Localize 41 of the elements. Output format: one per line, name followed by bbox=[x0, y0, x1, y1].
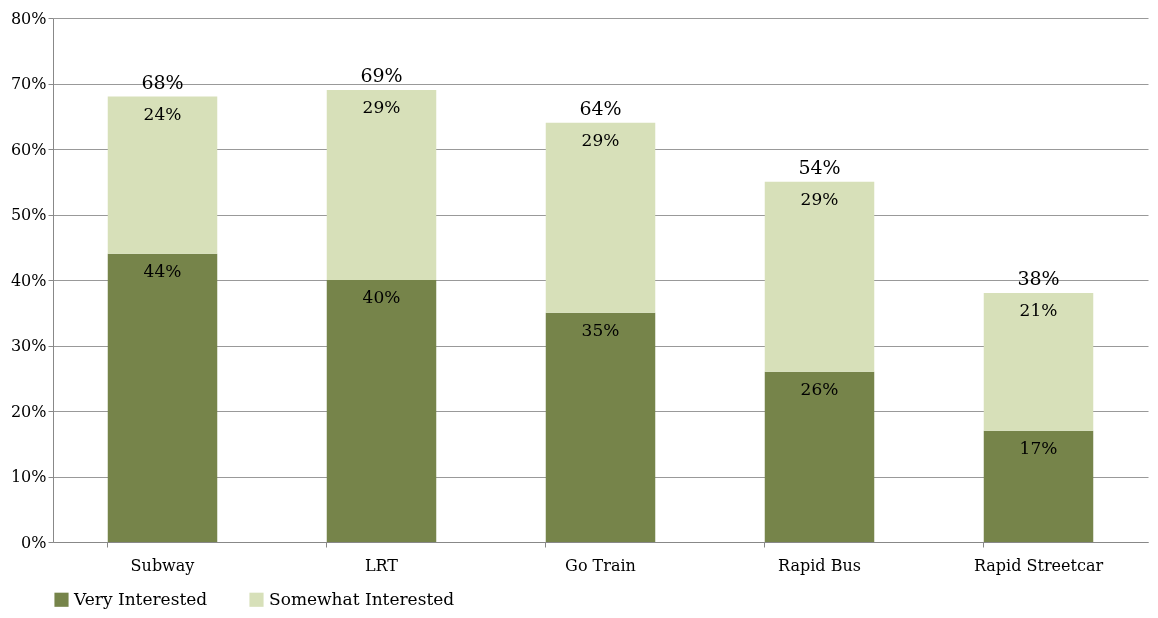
bar bbox=[107, 253, 218, 542]
y-tick-label: 40% bbox=[10, 270, 47, 290]
data-label: 29% bbox=[800, 188, 839, 209]
data-label: 24% bbox=[143, 103, 182, 124]
data-label: 26% bbox=[800, 378, 839, 399]
data-label: 29% bbox=[362, 97, 401, 118]
data-label: 40% bbox=[362, 287, 401, 307]
y-tick-label: 50% bbox=[10, 205, 47, 224]
bar bbox=[326, 280, 437, 542]
legend-label: Very Interested bbox=[73, 588, 208, 609]
total-label: 54% bbox=[798, 155, 841, 178]
legend-label: Somewhat Interested bbox=[269, 588, 455, 609]
x-tick-label: Subway bbox=[130, 555, 195, 575]
y-tick-label: 10% bbox=[10, 467, 47, 486]
bar bbox=[764, 181, 875, 372]
y-tick-label: 70% bbox=[10, 74, 47, 93]
y-tick-label: 60% bbox=[10, 139, 47, 159]
bar bbox=[107, 96, 218, 254]
data-label: 44% bbox=[143, 260, 182, 281]
y-tick-label: 0% bbox=[21, 532, 47, 552]
total-label: 38% bbox=[1017, 267, 1060, 290]
x-tick-label: LRT bbox=[364, 555, 399, 575]
data-label: 21% bbox=[1019, 300, 1058, 321]
total-label: 69% bbox=[360, 64, 403, 87]
data-label: 17% bbox=[1019, 437, 1058, 458]
total-label: 64% bbox=[579, 96, 622, 119]
data-label: 35% bbox=[581, 319, 620, 340]
bar bbox=[764, 371, 875, 542]
bar bbox=[545, 312, 656, 542]
total-label: 68% bbox=[141, 70, 184, 93]
x-tick-label: Rapid Streetcar bbox=[973, 555, 1104, 575]
bar bbox=[983, 430, 1094, 542]
x-tick-label: Rapid Bus bbox=[778, 555, 861, 575]
data-label: 29% bbox=[581, 129, 620, 150]
y-tick-label: 80% bbox=[10, 8, 47, 28]
y-tick-label: 20% bbox=[10, 401, 47, 421]
y-tick-label: 30% bbox=[10, 336, 47, 355]
bar bbox=[545, 122, 656, 313]
x-tick-label: Go Train bbox=[565, 555, 636, 575]
bar bbox=[983, 293, 1094, 431]
bar bbox=[326, 90, 437, 280]
